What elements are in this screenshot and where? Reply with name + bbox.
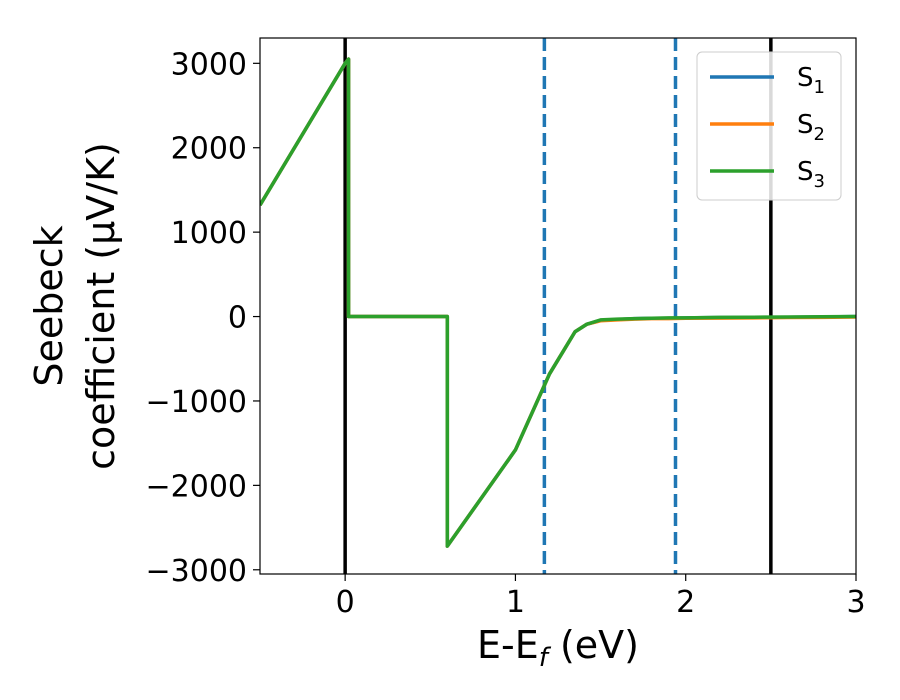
y-tick-label: 1000 <box>171 216 247 251</box>
y-tick-label: −3000 <box>146 554 247 589</box>
y-tick-label: 0 <box>228 301 247 336</box>
x-tick-label: 0 <box>336 585 355 620</box>
y-tick-label: 3000 <box>171 47 247 82</box>
legend-label-2: S2 <box>797 110 825 145</box>
y-axis-label: Seebeck coefficient (μV/K) <box>27 142 123 470</box>
legend-label-3: S3 <box>797 157 825 192</box>
plot-frame <box>259 37 857 575</box>
series-lines <box>260 57 856 548</box>
legend-box <box>696 51 842 201</box>
x-axis-label: E-Ef (eV) <box>477 623 639 673</box>
x-tick-label: 2 <box>676 585 695 620</box>
y-axis-ticks: −3000 −2000 −1000 0 1000 2000 3000 <box>146 47 260 589</box>
legend-label-1: S1 <box>797 63 825 98</box>
legend: S1 S2 S3 <box>696 51 842 201</box>
x-axis-ticks: 0 1 2 3 <box>336 574 866 620</box>
y-tick-label: −2000 <box>146 469 247 504</box>
series-line-3 <box>260 57 856 548</box>
x-tick-label: 1 <box>506 585 525 620</box>
y-axis-label-line1: Seebeck <box>27 225 71 386</box>
y-tick-label: 2000 <box>171 132 247 167</box>
x-tick-label: 3 <box>846 585 865 620</box>
y-tick-label: −1000 <box>146 385 247 420</box>
y-axis-label-line2: coefficient (μV/K) <box>79 142 123 470</box>
